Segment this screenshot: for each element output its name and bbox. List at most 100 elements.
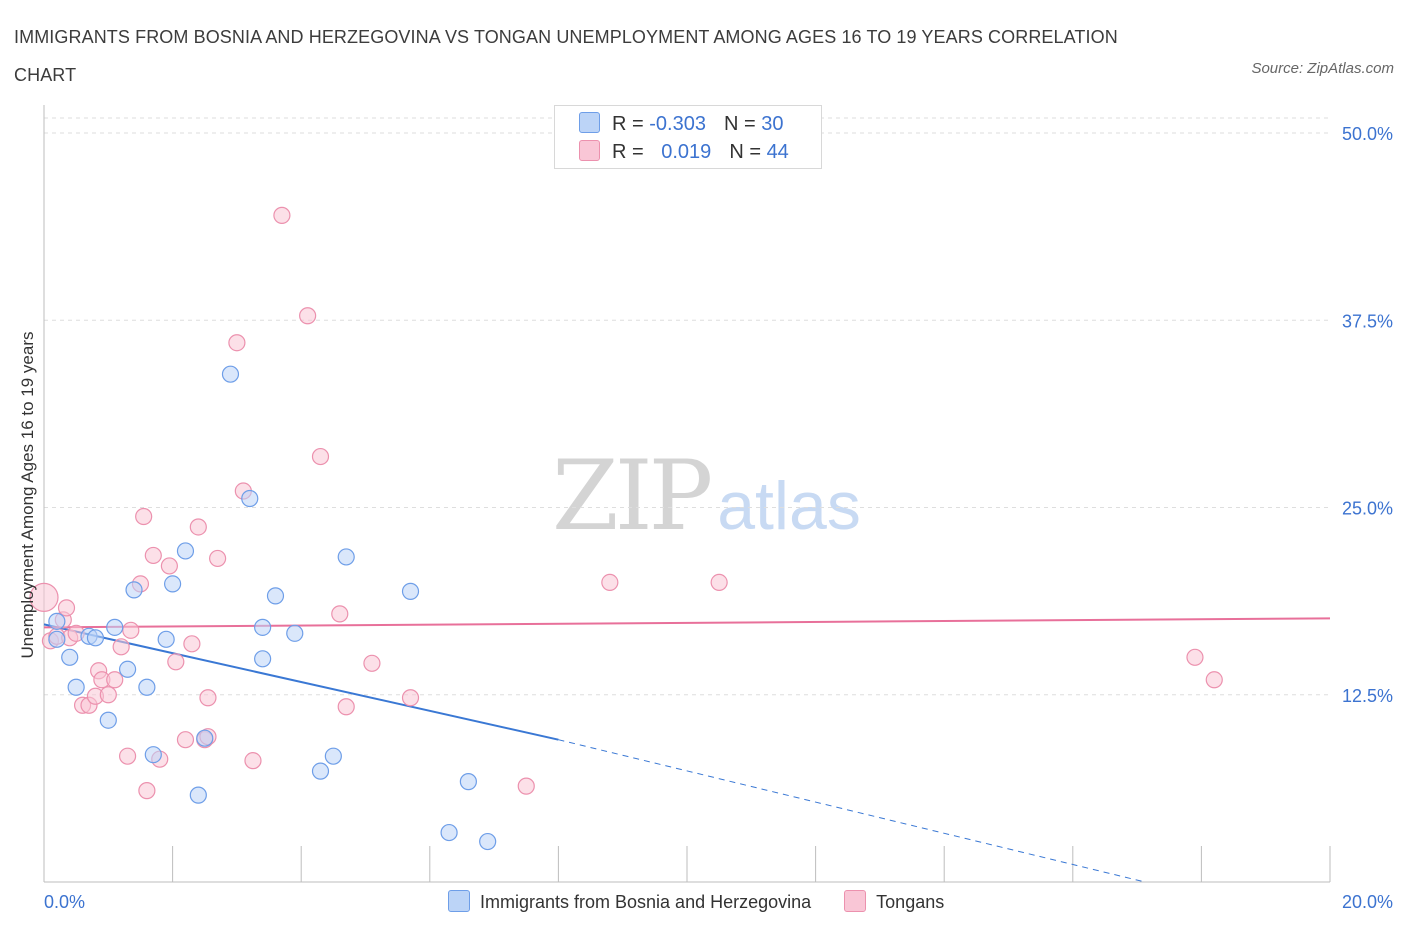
bosnia-point [176, 542, 195, 560]
r-label: R = [612, 141, 650, 163]
source-label: Source: ZipAtlas.com [1251, 60, 1394, 77]
pink-swatch-icon [844, 890, 867, 912]
bosnia-point [440, 823, 458, 842]
tongans-point [106, 671, 124, 689]
legend-row-tongans: R = 0.019 N = 44 [579, 140, 789, 166]
gridlines [44, 117, 1330, 696]
legend-label: Tongans [876, 892, 945, 912]
y-tick-label: 50.0% [1342, 124, 1393, 144]
tongans-point [299, 307, 317, 325]
bosnia-point [125, 581, 143, 599]
legend-label: Immigrants from Bosnia and Herzegovina [480, 892, 812, 912]
tongans-point [138, 782, 156, 800]
tongans-point [601, 573, 619, 592]
bosnia-point [189, 786, 207, 804]
bosnia-point [144, 746, 162, 764]
trend-line-tongans [43, 617, 1331, 629]
bosnia-point [286, 624, 304, 642]
x-tick-label-min: 0.0% [44, 892, 85, 912]
bosnia-point [61, 648, 79, 666]
tongans-point [112, 638, 130, 656]
bosnia-point [164, 575, 182, 593]
watermark-atlas: atlas [717, 468, 861, 544]
bosnia-point [48, 630, 66, 648]
legend-item-tongans[interactable]: Tongans [844, 890, 944, 913]
legend-row-bosnia: R = -0.303 N = 30 [579, 112, 783, 138]
tongans-point [244, 752, 262, 770]
y-tick-label: 25.0% [1342, 499, 1393, 519]
watermark: ZIP atlas [552, 440, 861, 552]
bosnia-point [196, 729, 214, 747]
chart-title: IMMIGRANTS FROM BOSNIA AND HERZEGOVINA V… [14, 27, 1118, 85]
bosnia-point [241, 489, 259, 508]
data-points [29, 206, 1223, 851]
n-label: N = [729, 141, 767, 163]
tongans-point [167, 653, 185, 671]
bosnia-point [459, 773, 477, 791]
bosnia-point [157, 630, 175, 648]
bosnia-point [479, 832, 497, 851]
tongans-point [176, 731, 195, 749]
bosnia-point [138, 678, 156, 696]
tongans-point [363, 654, 381, 672]
tongans-point [118, 747, 137, 765]
blue-swatch-icon [448, 890, 470, 912]
n-label: N = [723, 113, 762, 135]
bosnia-point [337, 548, 355, 566]
bosnia-point [311, 762, 330, 780]
series-legend: Immigrants from Bosnia and Herzegovina T… [448, 890, 972, 913]
bosnia-point [324, 747, 342, 765]
tongans-point [311, 447, 330, 466]
tongans-point [401, 689, 420, 707]
bosnia-point [99, 711, 117, 729]
legend-item-bosnia[interactable]: Immigrants from Bosnia and Herzegovina [448, 890, 811, 913]
tongans-point [160, 557, 178, 575]
tongans-point [1205, 671, 1223, 689]
tongans-point [135, 507, 153, 526]
tongans-point [337, 698, 355, 716]
y-axis-label: Unemployment Among Ages 16 to 19 years [18, 332, 37, 659]
tongans-point [331, 605, 349, 623]
bosnia-point [254, 650, 272, 668]
bosnia-point [106, 618, 124, 636]
tongans-point [183, 635, 201, 653]
tongans-point [228, 334, 246, 352]
tongans-point [199, 689, 217, 707]
tick-labels: 12.5% 25.0% 37.5% 50.0% 0.0% 20.0% Unemploymen… [18, 124, 1393, 912]
blue-swatch-icon [579, 112, 600, 133]
bosnia-point [67, 678, 85, 696]
n-value: 44 [766, 141, 789, 163]
tongans-point [99, 686, 117, 704]
bosnia-point [118, 660, 137, 678]
r-value: 0.019 [661, 141, 712, 163]
trend-line-bosnia-extension [558, 739, 1146, 883]
bosnia-point [254, 618, 272, 636]
bosnia-point [266, 587, 285, 605]
trend-lines [43, 617, 1331, 883]
bosnia-point [86, 629, 105, 647]
trend-line-bosnia [43, 623, 559, 741]
bosnia-point [401, 582, 420, 600]
bosnia-point [48, 612, 66, 630]
tongans-point [144, 546, 162, 565]
tongans-point [122, 621, 140, 639]
x-tick-label-max: 20.0% [1342, 892, 1393, 912]
tongans-point [29, 582, 59, 612]
tongans-point [710, 573, 728, 592]
r-label: R = [612, 113, 650, 135]
watermark-zip: ZIP [552, 440, 713, 552]
tongans-point [189, 518, 207, 536]
y-tick-label: 37.5% [1342, 311, 1393, 331]
tongans-point [57, 599, 76, 617]
tongans-point [517, 777, 535, 795]
n-value: 30 [761, 113, 784, 135]
tongans-point [273, 206, 291, 224]
correlation-legend: R = -0.303 N = 30 R = 0.019 N = 44 [554, 105, 822, 169]
tongans-point [209, 549, 227, 568]
y-tick-label: 12.5% [1342, 686, 1393, 706]
axes [43, 105, 1331, 883]
bosnia-point [221, 365, 240, 383]
tongans-point [1186, 648, 1204, 666]
pink-swatch-icon [579, 140, 600, 161]
r-value: -0.303 [649, 113, 706, 135]
